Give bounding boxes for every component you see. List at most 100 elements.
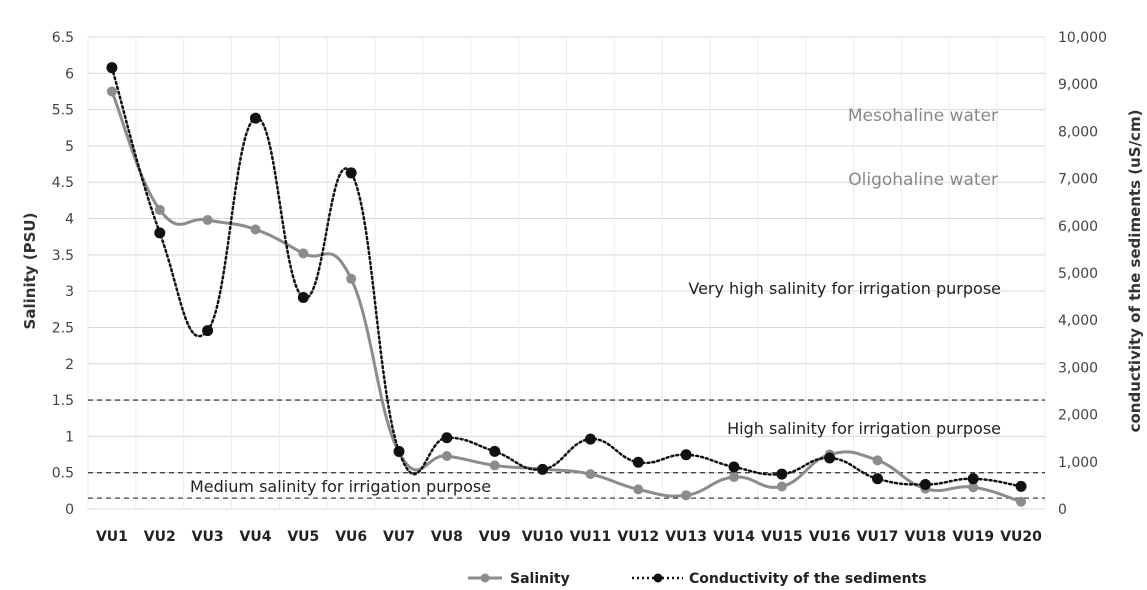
conductivity-point	[680, 449, 692, 461]
category-gridlines	[87, 37, 1046, 509]
conductivity-point	[345, 167, 357, 179]
right-tick-label: 7,000	[1058, 172, 1098, 188]
conductivity-point	[1015, 480, 1027, 492]
conductivity-point	[967, 473, 979, 485]
x-tick-label: VU17	[857, 529, 899, 545]
conductivity-point	[489, 445, 501, 457]
left-tick-label: 1	[65, 429, 74, 445]
salinity-point	[633, 484, 644, 495]
legend-conductivity-label: Conductivity of the sediments	[689, 571, 927, 587]
x-tick-label: VU3	[192, 529, 224, 545]
conductivity-point	[393, 445, 405, 457]
annotation-oligohaline: Oligohaline water	[848, 170, 998, 190]
conductivity-point	[728, 461, 740, 473]
salinity-point	[681, 490, 692, 501]
left-tick-label: 4	[65, 212, 74, 228]
conductivity-point	[249, 112, 261, 124]
legend: Salinity Conductivity of the sediments	[468, 571, 927, 587]
salinity-point	[202, 214, 213, 225]
salinity-point	[441, 450, 452, 461]
salinity-point	[154, 204, 165, 215]
x-tick-label: VU12	[617, 529, 659, 545]
x-tick-label: VU10	[522, 529, 564, 545]
conductivity-point	[202, 325, 214, 337]
right-tick-label: 6,000	[1058, 219, 1098, 235]
right-tick-label: 1,000	[1058, 455, 1098, 471]
x-tick-label: VU20	[1000, 529, 1042, 545]
left-axis-ticks: 0 0.5 1 1.5 2 2.5 3 3.5 4 4.5 5 5.5 6 6.5	[52, 30, 74, 518]
left-tick-label: 5.5	[52, 103, 74, 119]
conductivity-point	[872, 473, 884, 485]
annotation-mesohaline: Mesohaline water	[848, 106, 998, 126]
right-tick-label: 8,000	[1058, 124, 1098, 140]
salinity-point	[346, 273, 357, 284]
x-tick-label: VU19	[952, 529, 994, 545]
x-tick-label: VU14	[713, 529, 755, 545]
legend-salinity-marker	[480, 573, 490, 583]
reference-lines	[88, 399, 1045, 499]
left-tick-label: 3.5	[52, 248, 74, 264]
right-tick-label: 0	[1058, 502, 1067, 518]
left-tick-label: 2.5	[52, 320, 74, 336]
left-tick-label: 1.5	[52, 393, 74, 409]
x-tick-label: VU9	[479, 529, 511, 545]
x-tick-label: VU18	[905, 529, 947, 545]
right-tick-label: 2,000	[1058, 408, 1098, 424]
salinity-point	[585, 469, 596, 480]
x-tick-label: VU13	[665, 529, 707, 545]
salinity-point	[872, 455, 883, 466]
points-layer	[106, 62, 1027, 507]
right-tick-label: 9,000	[1058, 77, 1098, 93]
x-axis-ticks: VU1 VU2 VU3 VU4 VU5 VU6 VU7 VU8 VU9 VU10 VU11 VU12 V…	[96, 529, 1042, 545]
left-tick-label: 3	[65, 284, 74, 300]
conductivity-point	[824, 452, 836, 464]
conductivity-point	[919, 478, 931, 490]
x-tick-label: VU15	[761, 529, 803, 545]
x-tick-label: VU5	[287, 529, 319, 545]
conductivity-point	[106, 62, 118, 74]
legend-salinity-label: Salinity	[510, 571, 570, 587]
conductivity-point	[441, 432, 453, 444]
left-tick-label: 5	[65, 139, 74, 155]
right-tick-label: 4,000	[1058, 313, 1098, 329]
left-tick-label: 6.5	[52, 30, 74, 46]
salinity-point	[106, 86, 117, 97]
legend-conductivity-marker	[653, 573, 663, 583]
conductivity-point	[297, 292, 309, 304]
salinity-point	[298, 248, 309, 259]
right-axis-title: conductivity of the sediments (uS/cm)	[1126, 110, 1144, 433]
x-tick-label: VU6	[335, 529, 367, 545]
x-tick-label: VU1	[96, 529, 128, 545]
x-tick-label: VU7	[383, 529, 415, 545]
x-tick-label: VU8	[431, 529, 463, 545]
right-tick-label: 3,000	[1058, 360, 1098, 376]
left-tick-label: 6	[65, 66, 74, 82]
annotation-high: High salinity for irrigation purpose	[727, 419, 1001, 438]
conductivity-point	[632, 456, 644, 468]
x-tick-label: VU11	[570, 529, 612, 545]
left-axis-title: Salinity (PSU)	[21, 213, 39, 330]
right-axis-ticks: 0 1,000 2,000 3,000 4,000 5,000 6,000 7,000 8,00…	[1058, 30, 1107, 518]
x-tick-label: VU2	[144, 529, 176, 545]
left-tick-label: 4.5	[52, 175, 74, 191]
salinity-point	[250, 224, 261, 235]
salinity-point	[968, 482, 979, 493]
conductivity-point	[584, 433, 596, 445]
salinity-point	[1016, 496, 1027, 507]
salinity-point	[489, 460, 500, 471]
annotation-medium: Medium salinity for irrigation purpose	[190, 477, 491, 496]
right-tick-label: 5,000	[1058, 266, 1098, 282]
salinity-point	[728, 472, 739, 483]
left-tick-label: 0	[65, 502, 74, 518]
right-tick-label: 10,000	[1058, 30, 1107, 46]
x-tick-label: VU16	[809, 529, 851, 545]
conductivity-point	[537, 463, 549, 475]
conductivity-point	[154, 227, 166, 239]
left-tick-label: 0.5	[52, 466, 74, 482]
annotation-very-high: Very high salinity for irrigation purpos…	[688, 279, 1001, 298]
x-tick-label: VU4	[239, 529, 271, 545]
salinity-point	[776, 481, 787, 492]
conductivity-point	[776, 468, 788, 480]
left-tick-label: 2	[65, 357, 74, 373]
